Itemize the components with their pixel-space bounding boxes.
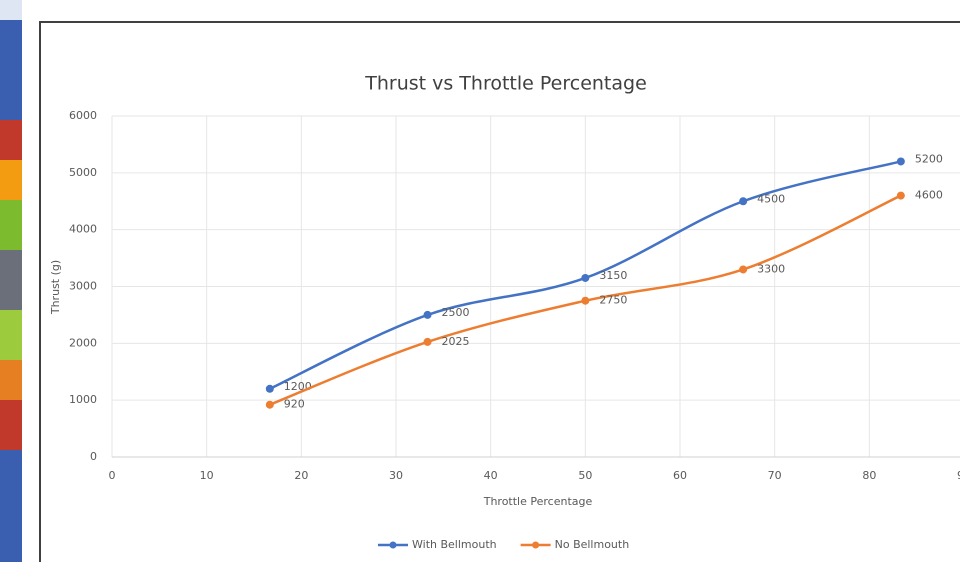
data-label: 1200 — [284, 380, 312, 393]
data-point — [424, 311, 432, 319]
data-label: 4600 — [915, 189, 943, 202]
x-tick-label: 30 — [389, 469, 403, 482]
legend-label: With Bellmouth — [412, 538, 497, 551]
data-label: 5200 — [915, 152, 943, 165]
data-label: 3300 — [757, 262, 785, 275]
x-tick-label: 70 — [768, 469, 782, 482]
chart-frame — [40, 22, 960, 562]
y-tick-label: 0 — [90, 450, 97, 463]
x-tick-label: 80 — [862, 469, 876, 482]
data-point — [266, 401, 274, 409]
x-tick-label: 20 — [294, 469, 308, 482]
x-tick-label: 0 — [109, 469, 116, 482]
x-tick-label: 10 — [200, 469, 214, 482]
y-axis-title: Thrust (g) — [49, 260, 62, 315]
y-tick-label: 1000 — [69, 393, 97, 406]
data-point — [897, 157, 905, 165]
data-point — [424, 338, 432, 346]
data-label: 2025 — [442, 335, 470, 348]
chart-title: Thrust vs Throttle Percentage — [364, 73, 647, 95]
data-point — [266, 385, 274, 393]
y-tick-label: 2000 — [69, 336, 97, 349]
side-image — [0, 0, 22, 562]
data-point — [739, 265, 747, 273]
chart: Thrust vs Throttle Percentage Throttle P… — [0, 0, 960, 562]
data-label: 4500 — [757, 192, 785, 205]
y-tick-label: 4000 — [69, 223, 97, 236]
data-label: 2500 — [442, 306, 470, 319]
legend-marker — [390, 542, 397, 549]
x-tick-label: 50 — [578, 469, 592, 482]
data-point — [581, 274, 589, 282]
y-tick-label: 3000 — [69, 280, 97, 293]
y-tick-label: 6000 — [69, 109, 97, 122]
data-label: 3150 — [599, 269, 627, 282]
legend-label: No Bellmouth — [555, 538, 630, 551]
x-tick-label: 40 — [484, 469, 498, 482]
x-axis-title: Throttle Percentage — [483, 495, 593, 508]
legend-marker — [532, 542, 539, 549]
y-tick-label: 5000 — [69, 166, 97, 179]
data-point — [739, 197, 747, 205]
data-point — [581, 297, 589, 305]
data-label: 2750 — [599, 294, 627, 307]
data-point — [897, 192, 905, 200]
x-tick-label: 60 — [673, 469, 687, 482]
data-label: 920 — [284, 398, 305, 411]
